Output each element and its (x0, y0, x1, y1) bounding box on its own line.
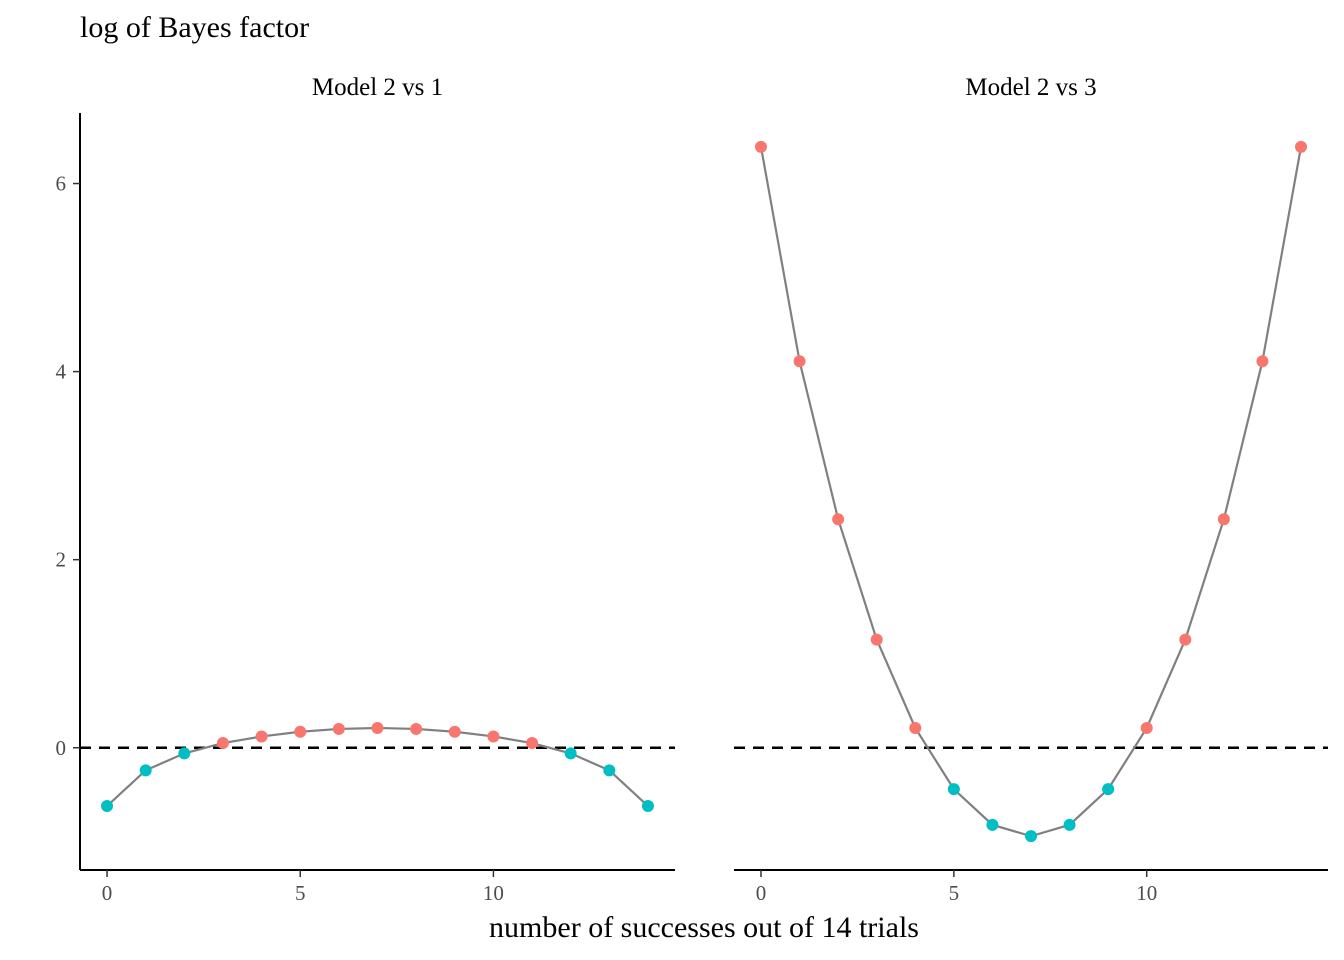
data-point (832, 513, 845, 526)
facets: Model 2 vs 1 0 2 4 6 0 5 10 Model 2 vs 3 0 5 10 (56, 74, 1328, 905)
data-point (603, 764, 616, 777)
data-point (101, 800, 114, 813)
facet-title: Model 2 vs 1 (312, 74, 443, 101)
series-line (759, 146, 1303, 838)
y-tick-label: 6 (56, 172, 67, 196)
y-tick-label: 0 (56, 736, 67, 760)
x-tick-label: 0 (756, 881, 767, 905)
x-axis-title: number of successes out of 14 trials (489, 911, 919, 944)
data-point (216, 737, 229, 750)
x-tick-label: 0 (102, 881, 113, 905)
data-point (1217, 513, 1230, 526)
facet-title: Model 2 vs 3 (965, 74, 1096, 101)
data-point (641, 800, 654, 813)
data-point (410, 722, 423, 735)
data-point (371, 722, 384, 735)
data-point (793, 355, 806, 368)
data-point (1102, 783, 1115, 796)
data-point (1256, 355, 1269, 368)
data-point (487, 730, 500, 743)
series-line (106, 726, 649, 807)
data-point (986, 818, 999, 831)
data-point (294, 725, 307, 738)
data-point (1025, 830, 1037, 843)
facet-panel-2: Model 2 vs 3 0 5 10 (734, 74, 1328, 905)
data-point (255, 730, 268, 743)
data-point (1063, 818, 1076, 831)
y-tick-label: 4 (56, 360, 67, 384)
data-point (909, 722, 922, 735)
data-point (1295, 140, 1307, 153)
data-point (1140, 722, 1153, 735)
x-tick-label: 5 (949, 881, 960, 905)
facet-panel-1: Model 2 vs 1 0 2 4 6 0 5 10 (56, 74, 675, 905)
x-tick-label: 10 (483, 881, 504, 905)
data-point (947, 783, 960, 796)
data-point (178, 747, 191, 760)
data-point (1179, 633, 1192, 646)
data-point (564, 747, 577, 760)
x-tick-label: 10 (1136, 881, 1157, 905)
data-point (448, 725, 461, 738)
data-point (139, 764, 152, 777)
y-tick-label: 2 (56, 548, 67, 572)
data-point (870, 633, 883, 646)
data-point (526, 737, 539, 750)
data-point (755, 140, 767, 153)
data-point (332, 722, 345, 735)
x-tick-label: 5 (295, 881, 306, 905)
y-axis-title: log of Bayes factor (80, 11, 309, 44)
